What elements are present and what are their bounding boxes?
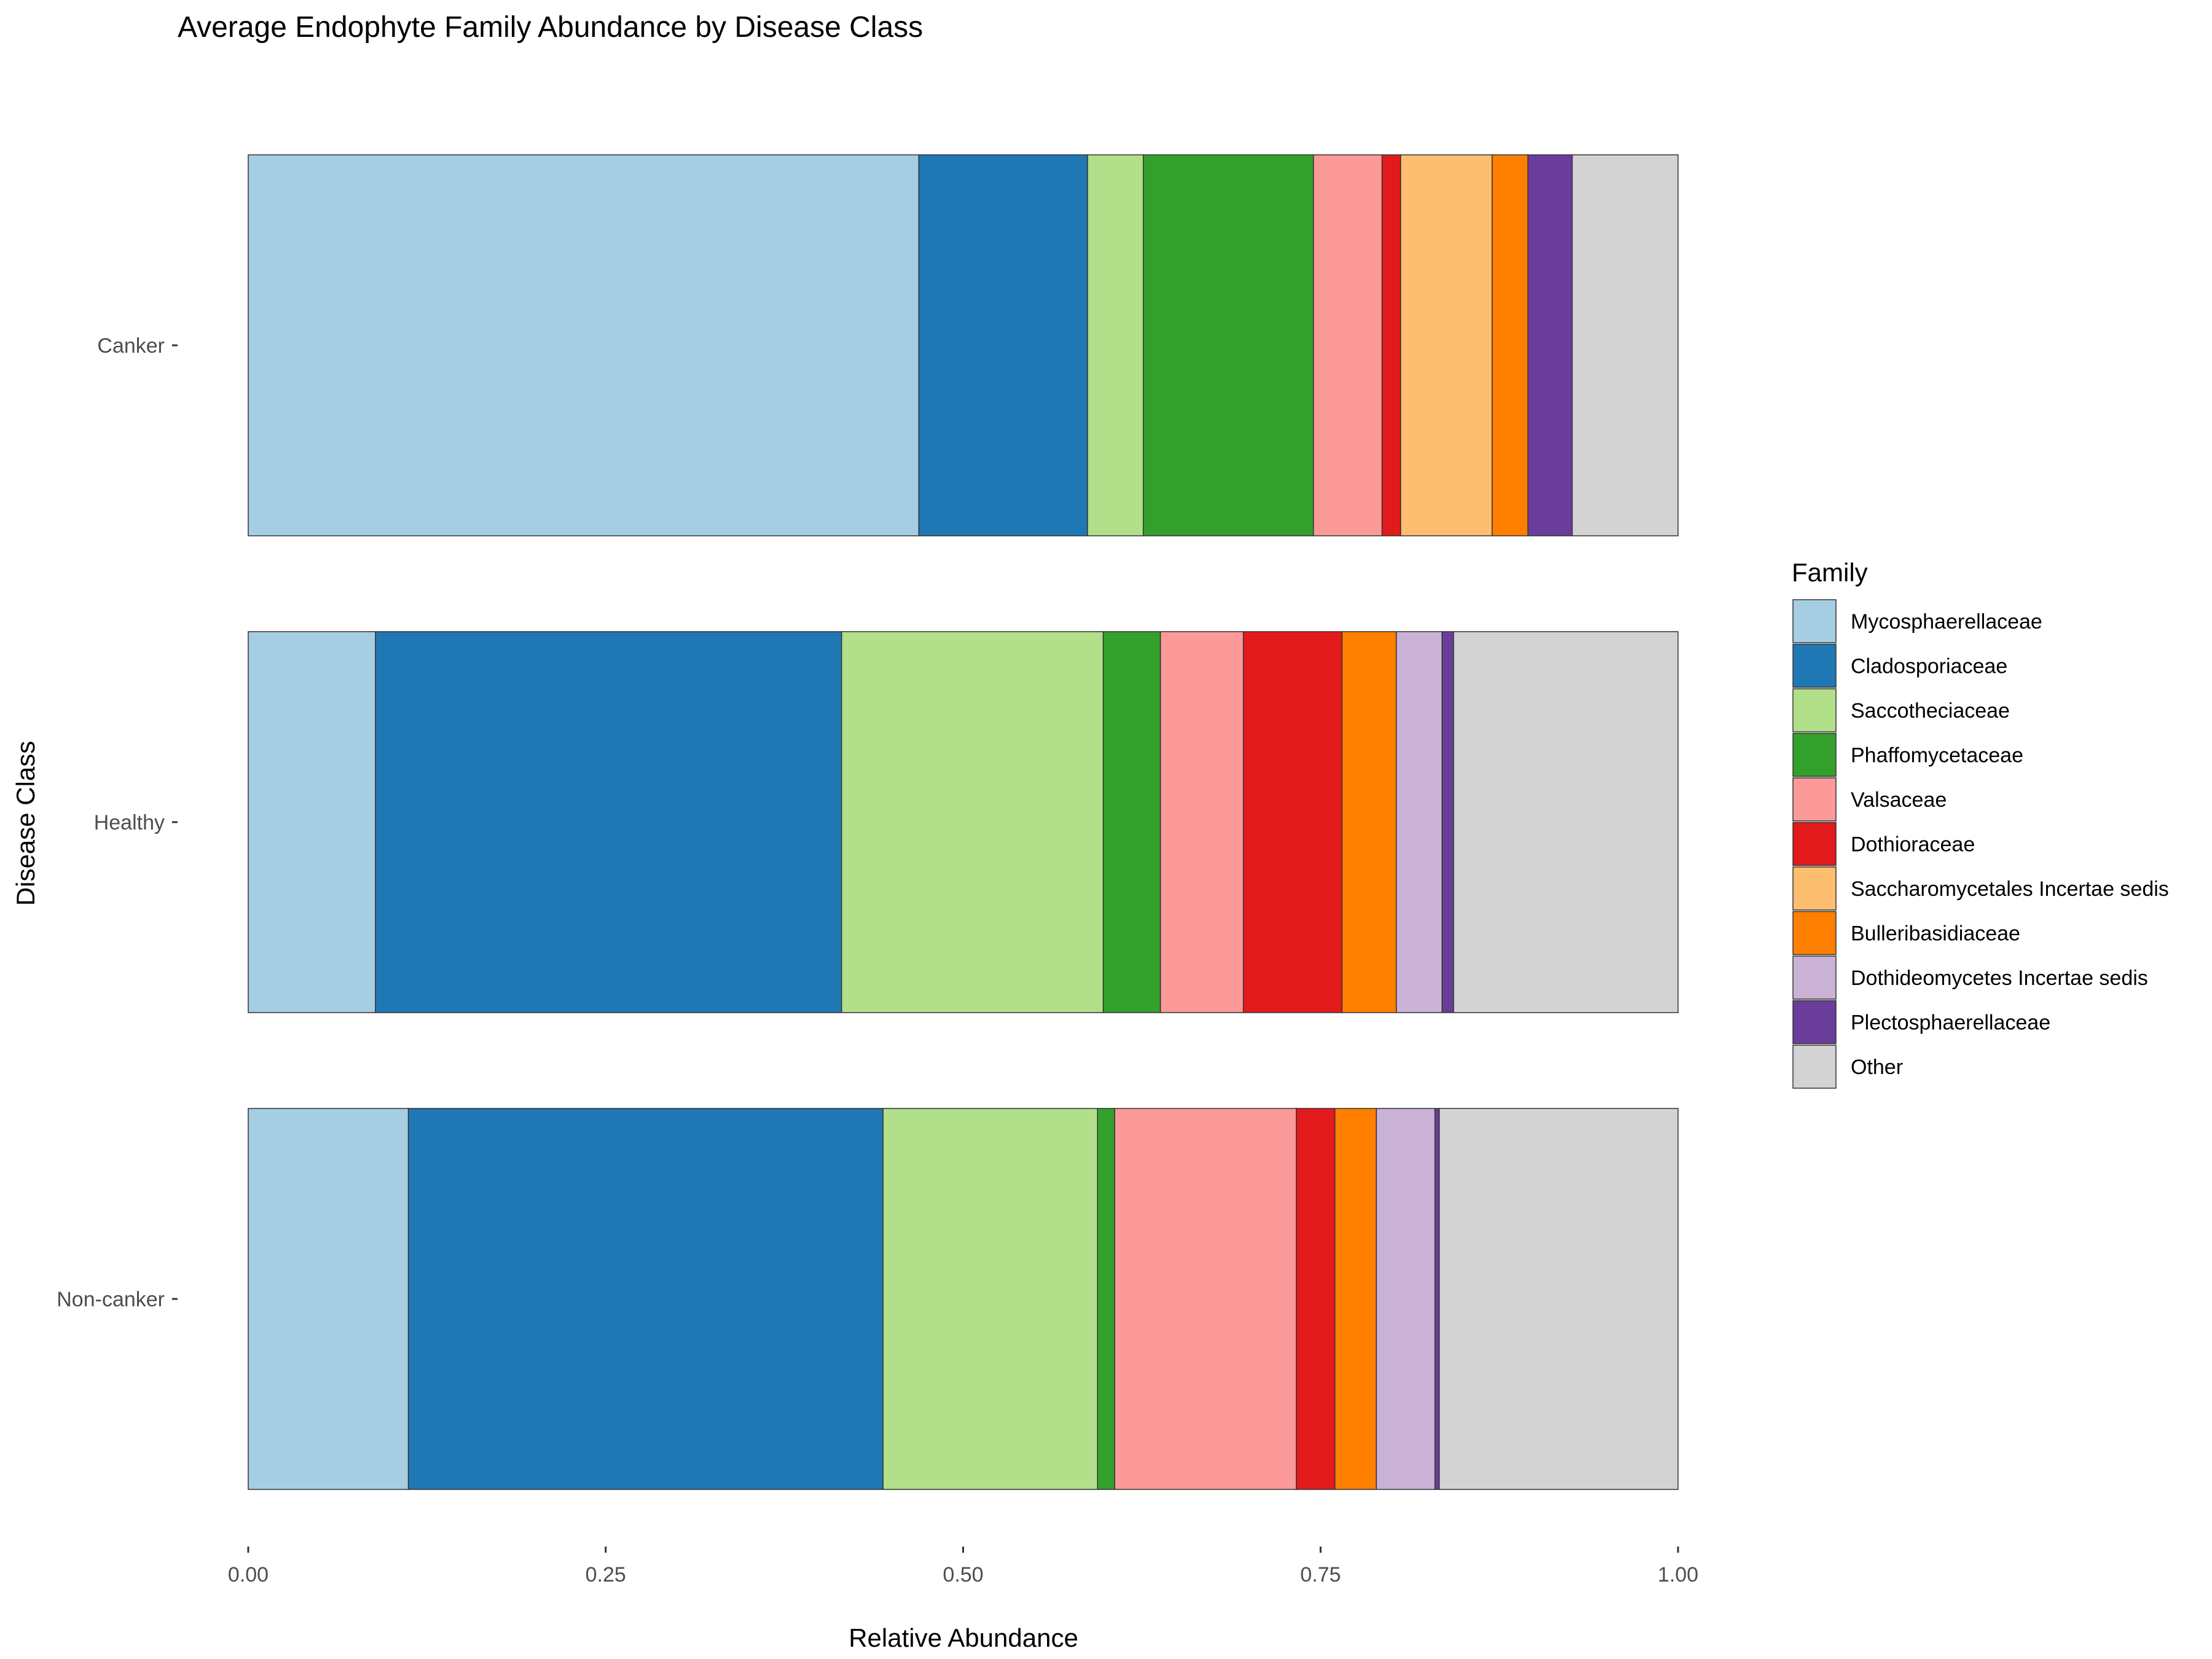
bar-segment-canker-valsaceae	[1312, 154, 1383, 536]
bar-segment-non-canker-other	[1438, 1108, 1679, 1490]
legend-key-dothideomycetes-incertae-sedis	[1792, 955, 1837, 1000]
bar-segment-canker-mycosphaerellaceae	[248, 154, 920, 536]
legend-key-plectosphaerellaceae	[1792, 1000, 1837, 1045]
y-tick-label-non-canker: Non-canker	[57, 1288, 165, 1311]
bar-segment-healthy-plectosphaerellaceae	[1441, 631, 1454, 1013]
bar-segment-healthy-mycosphaerellaceae	[248, 631, 376, 1013]
y-tick-label-canker: Canker	[97, 334, 165, 358]
legend-label-saccotheciaceae: Saccotheciaceae	[1851, 699, 2010, 723]
x-axis-title: Relative Abundance	[849, 1623, 1078, 1652]
y-axis-title: Disease Class	[11, 741, 40, 906]
y-tick-label-healthy: Healthy	[94, 811, 165, 834]
bar-segment-non-canker-valsaceae	[1114, 1108, 1297, 1490]
bar-segment-healthy-valsaceae	[1159, 631, 1244, 1013]
bar-segment-healthy-phaffomycetaceae	[1102, 631, 1161, 1013]
y-axis: Canker Healthy Non-canker	[57, 334, 178, 1311]
legend-key-phaffomycetaceae	[1792, 732, 1837, 777]
bar-segment-non-canker-phaffomycetaceae	[1097, 1108, 1115, 1490]
bar-segment-non-canker-bulleribasidiaceae	[1334, 1108, 1377, 1490]
bar-segment-canker-phaffomycetaceae	[1142, 154, 1314, 536]
bar-segment-canker-other	[1572, 154, 1679, 536]
bar-segment-canker-bulleribasidiaceae	[1491, 154, 1529, 536]
legend-label-dothioraceae: Dothioraceae	[1851, 833, 1975, 857]
bar-segment-canker-plectosphaerellaceae	[1527, 154, 1573, 536]
legend-label-saccharomycetales-incertae-sedis: Saccharomycetales Incertae sedis	[1851, 877, 2169, 901]
legend-key-mycosphaerellaceae	[1792, 599, 1837, 643]
legend-key-bulleribasidiaceae	[1792, 911, 1837, 955]
legend-key-saccharomycetales-incertae-sedis	[1792, 866, 1837, 911]
bar-segment-non-canker-dothideomycetes-incertae-sedis	[1376, 1108, 1436, 1490]
bar-segment-non-canker-plectosphaerellaceae	[1434, 1108, 1440, 1490]
chart-title: Average Endophyte Family Abundance by Di…	[178, 11, 923, 44]
legend-key-other	[1792, 1045, 1837, 1089]
bar-segment-healthy-cladosporiaceae	[375, 631, 842, 1013]
legend-label-bulleribasidiaceae: Bulleribasidiaceae	[1851, 922, 2020, 946]
bar-segment-canker-dothioraceae	[1381, 154, 1402, 536]
legend-key-cladosporiaceae	[1792, 643, 1837, 688]
legend-key-valsaceae	[1792, 777, 1837, 822]
x-tick-label-3: 0.75	[1300, 1563, 1341, 1586]
x-tick-label-4: 1.00	[1658, 1563, 1698, 1586]
bar-segment-canker-saccotheciaceae	[1087, 154, 1144, 536]
legend-label-mycosphaerellaceae: Mycosphaerellaceae	[1851, 610, 2042, 633]
x-tick-label-2: 0.50	[943, 1563, 983, 1586]
legend: Family Mycosphaerellaceae Cladosporiaceae…	[1792, 558, 2169, 1089]
bar-segment-healthy-dothideomycetes-incertae-sedis	[1395, 631, 1443, 1013]
legend-label-dothideomycetes-incertae-sedis: Dothideomycetes Incertae sedis	[1851, 967, 2148, 990]
legend-key-saccotheciaceae	[1792, 688, 1837, 732]
bars-group	[248, 154, 1679, 1490]
legend-label-cladosporiaceae: Cladosporiaceae	[1851, 655, 2007, 678]
x-tick-label-0: 0.00	[228, 1563, 269, 1586]
bar-segment-non-canker-cladosporiaceae	[407, 1108, 884, 1490]
bar-segment-canker-saccharomycetales-incertae-sedis	[1400, 154, 1493, 536]
bar-segment-healthy-dothioraceae	[1242, 631, 1343, 1013]
x-tick-label-1: 0.25	[586, 1563, 626, 1586]
legend-label-valsaceae: Valsaceae	[1851, 788, 1947, 812]
legend-key-dothioraceae	[1792, 822, 1837, 866]
bar-segment-healthy-bulleribasidiaceae	[1341, 631, 1397, 1013]
bar-segment-healthy-saccotheciaceae	[841, 631, 1104, 1013]
legend-label-other: Other	[1851, 1056, 1903, 1079]
bar-segment-non-canker-saccotheciaceae	[882, 1108, 1098, 1490]
legend-label-phaffomycetaceae: Phaffomycetaceae	[1851, 744, 2023, 767]
bar-segment-non-canker-dothioraceae	[1295, 1108, 1336, 1490]
legend-title: Family	[1792, 558, 1868, 587]
legend-label-plectosphaerellaceae: Plectosphaerellaceae	[1851, 1011, 2050, 1035]
bar-segment-non-canker-mycosphaerellaceae	[248, 1108, 409, 1490]
bar-segment-canker-cladosporiaceae	[918, 154, 1088, 536]
bar-segment-healthy-other	[1453, 631, 1679, 1013]
x-axis: 0.00 0.25 0.50 0.75 1.00	[228, 1547, 1698, 1586]
